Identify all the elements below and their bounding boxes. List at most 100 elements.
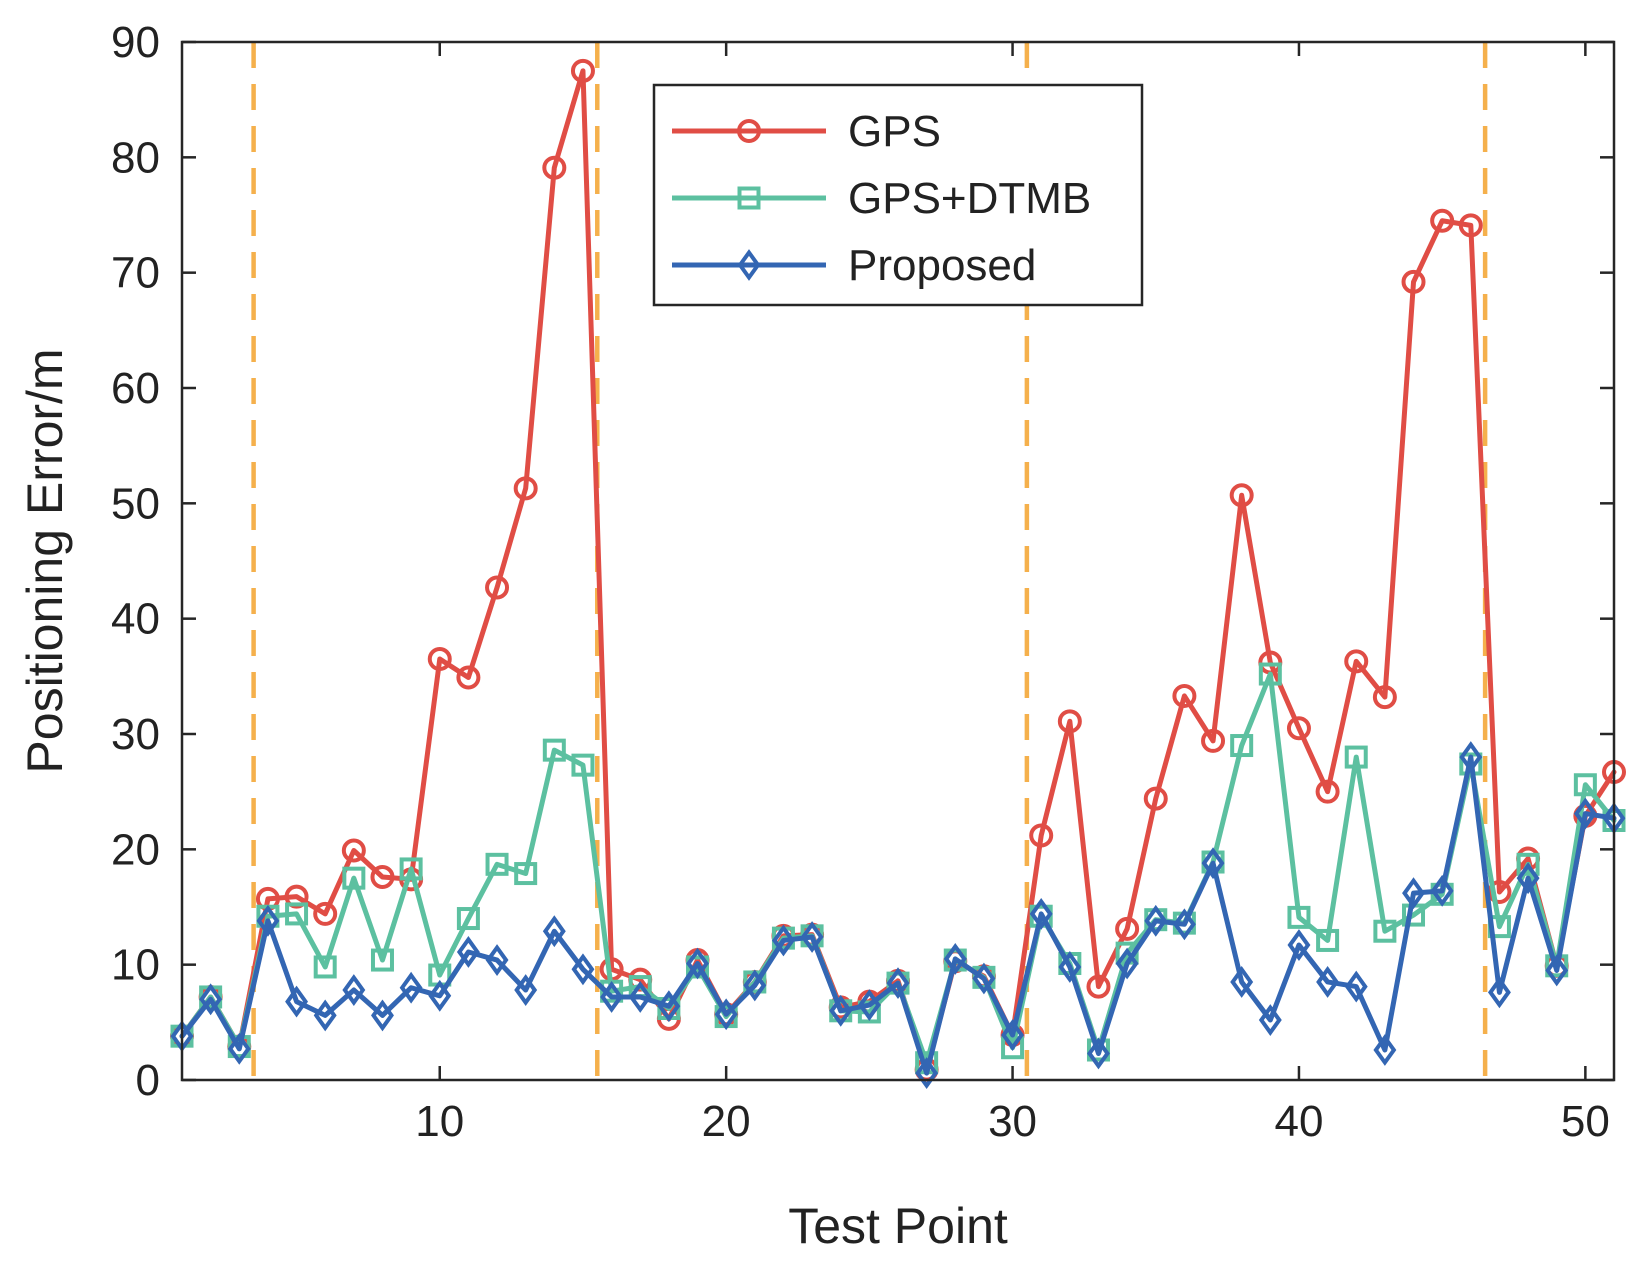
data-point (1573, 797, 1597, 830)
data-point (600, 981, 624, 1013)
data-point (456, 936, 480, 968)
data-point (1258, 662, 1282, 686)
data-point (428, 979, 452, 1012)
data-point (571, 953, 595, 986)
data-point (1286, 716, 1311, 741)
x-tick-label-50: 50 (1561, 1097, 1610, 1146)
data-point (485, 944, 509, 976)
data-point (1545, 954, 1569, 987)
data-point (371, 999, 394, 1032)
data-point (284, 884, 309, 909)
y-tick-label-70: 70 (111, 249, 160, 298)
data-point (1115, 947, 1139, 980)
plot-frame (180, 40, 1616, 1082)
data-point (1115, 916, 1140, 941)
data-point (1459, 741, 1483, 773)
data-point (1373, 1034, 1397, 1066)
x-tick-label-10: 10 (415, 1097, 464, 1146)
y-tick-label-20: 20 (111, 825, 160, 874)
data-point (1401, 269, 1426, 294)
data-point (1001, 1019, 1025, 1051)
legend-entry-gps: GPS (672, 107, 941, 156)
data-point (1516, 862, 1540, 895)
legend-label: GPS+DTMB (848, 174, 1091, 223)
legend-swatch-marker (737, 249, 761, 281)
legend-label: Proposed (848, 241, 1036, 290)
y-tick-label-40: 40 (111, 595, 160, 644)
data-point (1458, 213, 1483, 238)
y-tick-label-80: 80 (111, 133, 160, 182)
y-tick-label-90: 90 (111, 18, 160, 67)
data-point (1315, 779, 1340, 804)
data-point (1230, 966, 1254, 998)
data-point (1229, 483, 1254, 508)
data-point (1487, 976, 1511, 1009)
series-layer (170, 58, 1626, 1090)
data-point (456, 907, 480, 931)
data-point (1029, 823, 1054, 848)
data-point (485, 575, 510, 600)
data-point (427, 647, 452, 672)
data-point (542, 915, 566, 948)
legend-swatch-marker (737, 119, 761, 143)
series-line (179, 754, 1617, 1076)
data-point (829, 994, 853, 1027)
y-tick-label-30: 30 (111, 710, 160, 759)
data-point (370, 865, 395, 890)
x-axis-title: Test Point (788, 1198, 1008, 1254)
legend-box (652, 83, 1144, 307)
data-point (1230, 734, 1254, 758)
data-point (313, 901, 338, 926)
data-point (1402, 877, 1425, 910)
data-point (485, 852, 509, 876)
data-point (285, 985, 309, 1018)
data-point (1086, 974, 1111, 999)
data-point (313, 999, 337, 1032)
data-point (800, 921, 824, 953)
data-point (1344, 649, 1369, 674)
legend: GPS GPS+DTMB Proposed (652, 83, 1144, 307)
data-point (1430, 208, 1455, 233)
data-point (571, 753, 595, 777)
data-point (1087, 1037, 1110, 1070)
data-point (313, 955, 337, 979)
data-point (1058, 951, 1082, 983)
data-point (771, 924, 795, 957)
data-point (285, 902, 309, 926)
data-point (570, 58, 595, 83)
legend-entry-proposed: Proposed (672, 241, 1036, 290)
data-point (1316, 966, 1340, 998)
data-point (915, 1057, 939, 1090)
legend-entry-gps-dtmb: GPS+DTMB (672, 174, 1091, 223)
data-point (1143, 786, 1168, 811)
data-point (1258, 1004, 1282, 1036)
legend-swatch-marker (737, 186, 761, 210)
y-axis-title: Positioning Error/m (17, 348, 73, 773)
data-point (743, 969, 767, 1002)
data-point (1287, 905, 1311, 929)
y-tick-label-50: 50 (111, 479, 160, 528)
x-tick-label-40: 40 (1274, 1097, 1323, 1146)
data-point (514, 974, 538, 1006)
data-point (1172, 683, 1197, 708)
data-point (456, 665, 481, 690)
series-proposed (170, 741, 1626, 1090)
data-point (370, 948, 394, 972)
data-point (1430, 874, 1454, 907)
data-point (1344, 970, 1368, 1003)
data-point (1144, 904, 1168, 937)
data-point (686, 947, 709, 980)
data-point (542, 738, 566, 762)
data-point (1373, 919, 1397, 943)
data-point (1057, 709, 1082, 734)
data-point (714, 998, 738, 1031)
x-tick-label-20: 20 (702, 1097, 751, 1146)
data-point (1201, 728, 1226, 753)
data-point (972, 962, 996, 995)
data-point (399, 971, 423, 1004)
data-point (857, 989, 881, 1021)
data-point (1172, 908, 1196, 941)
data-point (1344, 745, 1368, 769)
y-tick-label-0: 0 (136, 1056, 160, 1105)
y-tick-label-10: 10 (111, 941, 160, 990)
